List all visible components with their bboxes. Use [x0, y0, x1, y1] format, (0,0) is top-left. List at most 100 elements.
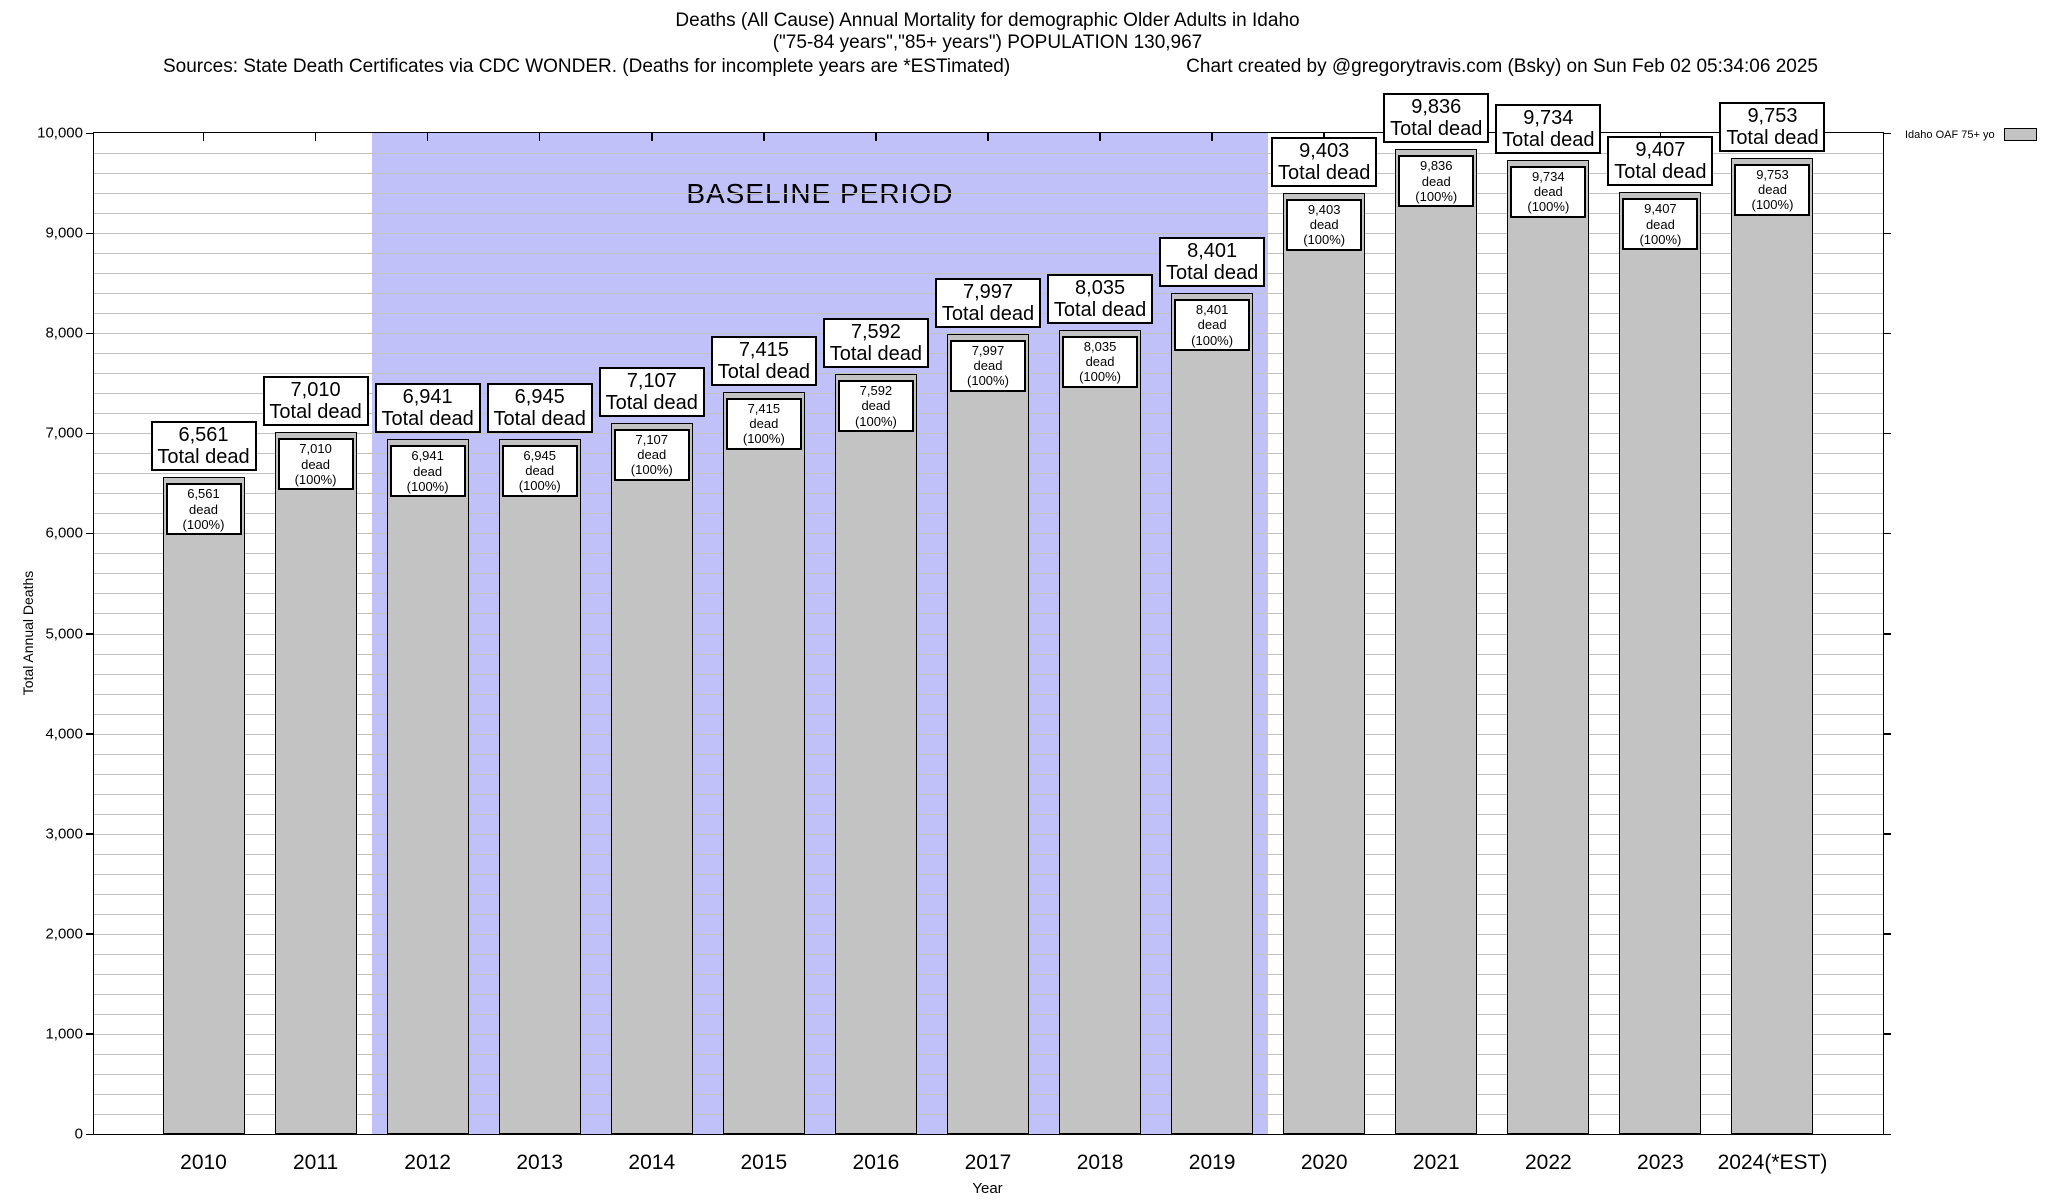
- y-tick-label: 7,000: [45, 424, 83, 442]
- inner-value: 6,941: [411, 448, 444, 464]
- gridline: [94, 253, 1883, 255]
- legend-series-label: Idaho OAF 75+ yo: [1905, 128, 1995, 141]
- x-tick-label-2012: 2012: [404, 1151, 451, 1174]
- x-tick-label-2019: 2019: [1188, 1151, 1236, 1174]
- total-value: 9,734: [1523, 106, 1574, 129]
- inner-value: 7,997: [971, 342, 1005, 358]
- x-tick-label-2023: 2023: [1637, 1151, 1684, 1174]
- total-dead-label: 9,734 Total dead: [1495, 103, 1602, 154]
- y-tick-label: 2,000: [45, 925, 83, 943]
- gridline: [94, 173, 1883, 175]
- x-tick-label-2022: 2022: [1524, 1151, 1572, 1174]
- bar-inner-label: 9,836 dead (100%): [1398, 155, 1475, 208]
- total-value: 8,035: [1075, 276, 1126, 299]
- x-axis-tick-top: [875, 133, 877, 141]
- gridline: [94, 193, 1883, 195]
- total-dead-label: 7,997 Total dead: [934, 277, 1041, 328]
- y-axis-tick-right: [1883, 1133, 1891, 1135]
- bar-inner-label: 9,403 dead (100%): [1286, 198, 1363, 251]
- inner-value: 9,836: [1419, 158, 1453, 174]
- total-suffix: Total dead: [269, 401, 362, 424]
- x-tick-label-2024(*EST): 2024(*EST): [1717, 1151, 1828, 1174]
- bar-inner-label: 7,010 dead (100%): [277, 438, 354, 491]
- total-value: 8,401: [1187, 240, 1238, 263]
- inner-suffix: dead (100%): [630, 446, 673, 478]
- bar-2017: 7,997 dead (100%): [946, 333, 1029, 1134]
- bar-2023: 9,407 dead (100%): [1619, 192, 1702, 1134]
- plot-area: BASELINE PERIOD 0 1,000 2,000 3,000 4,000 5,0…: [37, 93, 1891, 1174]
- credit-note: Chart created by @gregorytravis.com (Bsk…: [1186, 56, 1818, 77]
- x-axis-title: Year: [972, 1180, 1003, 1197]
- total-value: 7,107: [626, 369, 677, 392]
- inner-value: 7,592: [859, 383, 893, 399]
- inner-value: 7,010: [299, 441, 332, 457]
- inner-value: 7,107: [635, 431, 669, 447]
- total-dead-label: 6,941 Total dead: [374, 383, 481, 434]
- inner-value: 6,561: [187, 486, 220, 502]
- bar-inner-label: 6,945 dead (100%): [501, 444, 578, 497]
- inner-value: 8,401: [1195, 302, 1229, 318]
- gridline: [94, 233, 1883, 235]
- bar-2020: 9,403 dead (100%): [1283, 192, 1366, 1134]
- total-value: 7,415: [738, 338, 789, 361]
- inner-value: 7,415: [747, 400, 781, 416]
- total-suffix: Total dead: [1278, 161, 1371, 184]
- bar-inner-label: 9,753 dead (100%): [1734, 163, 1811, 216]
- y-axis-tick-right: [1883, 833, 1891, 835]
- x-axis-tick-top: [763, 133, 765, 141]
- x-axis-tick-top: [1099, 133, 1101, 141]
- inner-value: 9,403: [1307, 201, 1341, 217]
- total-dead-label: 7,415 Total dead: [710, 335, 817, 386]
- y-tick-label: 6,000: [45, 524, 83, 542]
- total-dead-label: 8,035 Total dead: [1047, 273, 1154, 324]
- inner-suffix: dead (100%): [742, 416, 785, 447]
- x-axis-tick-top: [651, 133, 653, 141]
- bar-inner-label: 7,592 dead (100%): [837, 380, 914, 433]
- total-value: 6,561: [178, 424, 229, 447]
- total-value: 9,403: [1299, 139, 1350, 162]
- bar-inner-label: 9,407 dead (100%): [1622, 198, 1699, 251]
- bar-inner-label: 6,941 dead (100%): [389, 445, 466, 498]
- y-axis-tick: [86, 532, 94, 535]
- y-axis-tick: [86, 633, 94, 635]
- y-axis-tick: [86, 933, 94, 935]
- legend: Idaho OAF 75+ yo: [1905, 128, 2037, 141]
- y-axis-tick: [86, 1133, 94, 1135]
- x-axis-tick-top: [314, 133, 317, 141]
- total-dead-label: 9,403 Total dead: [1271, 136, 1378, 187]
- total-dead-label: 6,945 Total dead: [486, 382, 593, 433]
- chart-subtitle: ("75-84 years","85+ years") POPULATION 1…: [772, 32, 1203, 53]
- total-dead-label: 7,107 Total dead: [598, 366, 705, 417]
- total-suffix: Total dead: [605, 391, 698, 414]
- x-tick-label-2018: 2018: [1076, 1151, 1124, 1174]
- inner-suffix: dead (100%): [294, 456, 337, 487]
- y-axis-tick-right: [1883, 733, 1891, 735]
- total-value: 6,945: [514, 385, 565, 408]
- inner-value: 8,035: [1083, 338, 1117, 354]
- x-tick-label-2011: 2011: [292, 1151, 339, 1174]
- x-tick-label-2014: 2014: [628, 1151, 676, 1174]
- y-tick-label: 0: [74, 1125, 83, 1143]
- y-tick-label: 9,000: [45, 224, 83, 242]
- bar-inner-label: 9,734 dead (100%): [1510, 165, 1587, 218]
- x-axis-tick-top: [1211, 133, 1213, 141]
- bar-inner-label: 8,401 dead (100%): [1174, 299, 1251, 352]
- y-tick-label: 3,000: [45, 825, 83, 843]
- inner-suffix: dead (100%): [854, 398, 897, 429]
- total-value: 9,836: [1411, 96, 1462, 119]
- x-tick-label-2021: 2021: [1412, 1151, 1460, 1174]
- total-suffix: Total dead: [381, 408, 474, 431]
- y-tick-label: 1,000: [45, 1025, 83, 1043]
- total-suffix: Total dead: [493, 407, 586, 430]
- y-axis-tick: [86, 1033, 94, 1035]
- y-axis-tick: [86, 132, 94, 134]
- y-tick-label: 8,000: [45, 324, 83, 342]
- x-tick-label-2020: 2020: [1300, 1151, 1348, 1174]
- y-axis-tick-right: [1883, 232, 1891, 235]
- y-axis-tick: [86, 733, 94, 735]
- total-suffix: Total dead: [1053, 298, 1147, 321]
- inner-suffix: dead (100%): [1527, 183, 1570, 215]
- gridline: [94, 153, 1883, 155]
- total-value: 7,997: [962, 280, 1014, 303]
- bar-2024(*EST): 9,753 dead (100%): [1731, 157, 1814, 1134]
